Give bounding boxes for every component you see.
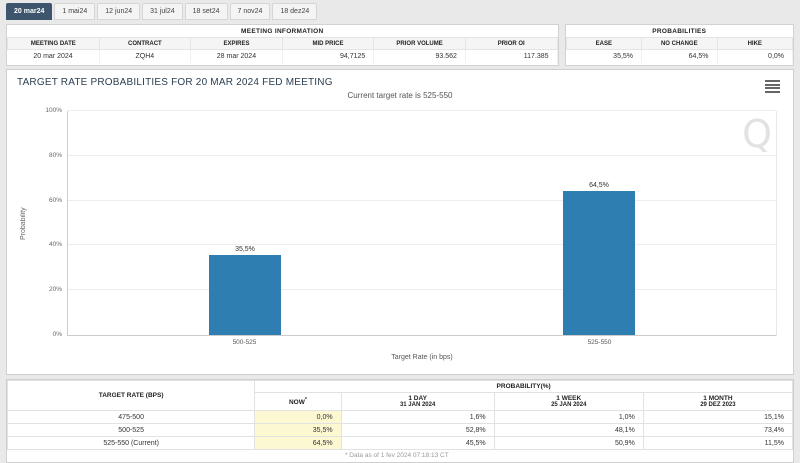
table-row-475-500: 475-500 0,0% 1,6% 1,0% 15,1%: [6, 410, 794, 424]
probability-history-panel: TARGET RATE (BPS) PROBABILITY(%) NOW* 1 …: [6, 379, 794, 463]
bar-525-550[interactable]: [563, 190, 635, 335]
probabilities-table: EASE NO CHANGE HIKE 35,5% 64,5% 0,0%: [565, 38, 794, 63]
tab-20-mar24[interactable]: 20 mar24: [6, 3, 53, 20]
target-rate-cell: 525-550 (Current): [6, 436, 256, 450]
table-row-525-550-current: 525-550 (Current) 64,5% 45,5% 50,9% 11,5…: [6, 436, 794, 450]
tab-31-jul24[interactable]: 31 jul24: [142, 3, 183, 20]
now-cell: 35,5%: [254, 423, 342, 437]
x-axis-labels: 500-525 525-550: [67, 339, 777, 346]
plot-area: 0% 20% 40% 60% 80% 100% 35,5% 64,5% Q: [45, 107, 777, 338]
bar-slot-500-525: 35,5%: [68, 111, 422, 335]
col-mid-price: MID PRICE: [281, 38, 375, 50]
probabilities-title: PROBABILITIES: [565, 25, 794, 38]
one-day-cell: 52,8%: [340, 423, 495, 437]
gridline: [68, 199, 776, 201]
one-week-cell: 1,0%: [493, 410, 644, 424]
tab-18-set24[interactable]: 18 set24: [184, 3, 228, 20]
tab-12-jun24[interactable]: 12 jun24: [97, 3, 141, 20]
col-ease: EASE: [565, 38, 643, 50]
probabilities-panel: PROBABILITIES EASE NO CHANGE HIKE 35,5% …: [564, 24, 795, 66]
tab-1-mai24[interactable]: 1 mai24: [54, 3, 96, 20]
y-tick-60: 60%: [48, 196, 62, 204]
info-row: MEETING INFORMATION MEETING DATE CONTRAC…: [6, 24, 795, 66]
y-tick-40: 40%: [48, 241, 62, 249]
one-day-cell: 45,5%: [340, 436, 495, 450]
col-now: NOW*: [254, 392, 342, 411]
no-change-value: 64,5%: [641, 49, 718, 63]
probability-history-table: TARGET RATE (BPS) PROBABILITY(%) NOW* 1 …: [6, 380, 794, 450]
col-1-month: 1 MONTH 29 DEZ 2023: [642, 392, 794, 411]
col-prior-oi: PRIOR OI: [464, 38, 558, 50]
hike-value: 0,0%: [717, 49, 794, 63]
one-month-cell: 15,1%: [642, 410, 794, 424]
bars: 35,5% 64,5%: [68, 111, 776, 335]
y-tick-0: 0%: [52, 331, 62, 338]
prior-volume-value: 93.562: [373, 49, 466, 63]
meeting-date-value: 20 mar 2024: [7, 49, 100, 63]
meeting-information-title: MEETING INFORMATION: [7, 25, 558, 38]
gridline: [68, 154, 776, 156]
one-month-cell: 73,4%: [642, 423, 794, 437]
one-day-cell: 1,6%: [340, 410, 495, 424]
tab-7-nov24[interactable]: 7 nov24: [229, 3, 271, 20]
target-rate-cell: 500-525: [6, 423, 256, 437]
gridline: [68, 244, 776, 246]
y-axis-title: Probability: [20, 207, 27, 240]
col-hike: HIKE: [716, 38, 794, 50]
bar-500-525[interactable]: [209, 255, 281, 335]
one-week-cell: 48,1%: [493, 423, 644, 437]
bar-slot-525-550: 64,5%: [422, 111, 776, 335]
plot-zone: Probability 0% 20% 40% 60% 80% 100% 35,5…: [20, 107, 777, 361]
meeting-date-tabs: 20 mar24 1 mai24 12 jun24 31 jul24 18 se…: [6, 3, 794, 20]
now-cell: 64,5%: [254, 436, 342, 450]
x-label-525-550: 525-550: [587, 339, 612, 346]
y-tick-80: 80%: [48, 151, 62, 159]
one-week-cell: 50,9%: [493, 436, 644, 450]
quikstrike-logo-watermark: Q: [742, 112, 772, 156]
target-rate-cell: 475-500: [6, 410, 256, 424]
meeting-information-panel: MEETING INFORMATION MEETING DATE CONTRAC…: [6, 24, 559, 66]
col-prior-volume: PRIOR VOLUME: [373, 38, 466, 50]
expires-value: 28 mar 2024: [190, 49, 283, 63]
x-axis-title: Target Rate (in bps): [391, 354, 453, 361]
col-meeting-date: MEETING DATE: [7, 38, 100, 50]
col-1-week: 1 WEEK 25 JAN 2024: [493, 392, 644, 411]
meeting-information-values: 20 mar 2024 ZQH4 28 mar 2024 94,7125 93.…: [7, 49, 558, 63]
bar-value-label-500-525: 35,5%: [235, 246, 255, 254]
tab-18-dez24[interactable]: 18 dez24: [272, 3, 318, 20]
target-rate-chart-card: TARGET RATE PROBABILITIES FOR 20 MAR 202…: [6, 69, 794, 375]
meeting-information-table: MEETING DATE CONTRACT EXPIRES MID PRICE …: [7, 38, 558, 63]
col-no-change: NO CHANGE: [641, 38, 718, 50]
col-expires: EXPIRES: [190, 38, 283, 50]
bar-value-label-525-550: 64,5%: [589, 181, 609, 189]
col-contract: CONTRACT: [98, 38, 192, 50]
col-target-rate-bps: TARGET RATE (BPS): [6, 380, 256, 411]
ease-value: 35,5%: [566, 49, 643, 63]
y-tick-20: 20%: [48, 286, 62, 294]
chart-subtitle: Current target rate is 525-550: [347, 91, 453, 100]
gridline: [68, 289, 776, 291]
contract-value: ZQH4: [99, 49, 192, 63]
now-footnote-marker: *: [304, 396, 307, 403]
col-probability-pct: PROBABILITY(%): [254, 380, 793, 393]
chart-title: TARGET RATE PROBABILITIES FOR 20 MAR 202…: [17, 77, 333, 88]
prior-oi-value: 117.385: [465, 49, 558, 63]
chart-context-menu-icon[interactable]: [765, 80, 780, 94]
table-row-500-525: 500-525 35,5% 52,8% 48,1% 73,4%: [6, 423, 794, 437]
gridline: [68, 110, 776, 111]
one-month-cell: 11,5%: [642, 436, 794, 450]
x-label-500-525: 500-525: [232, 339, 257, 346]
y-tick-100: 100%: [45, 107, 62, 114]
col-1-day: 1 DAY 31 JAN 2024: [340, 392, 495, 411]
data-as-of-footnote: * Data as of 1 fev 2024 07:18:13 CT: [344, 452, 449, 459]
now-cell: 0,0%: [254, 410, 342, 424]
mid-price-value: 94,7125: [282, 49, 375, 63]
probabilities-values: 35,5% 64,5% 0,0%: [566, 49, 794, 63]
